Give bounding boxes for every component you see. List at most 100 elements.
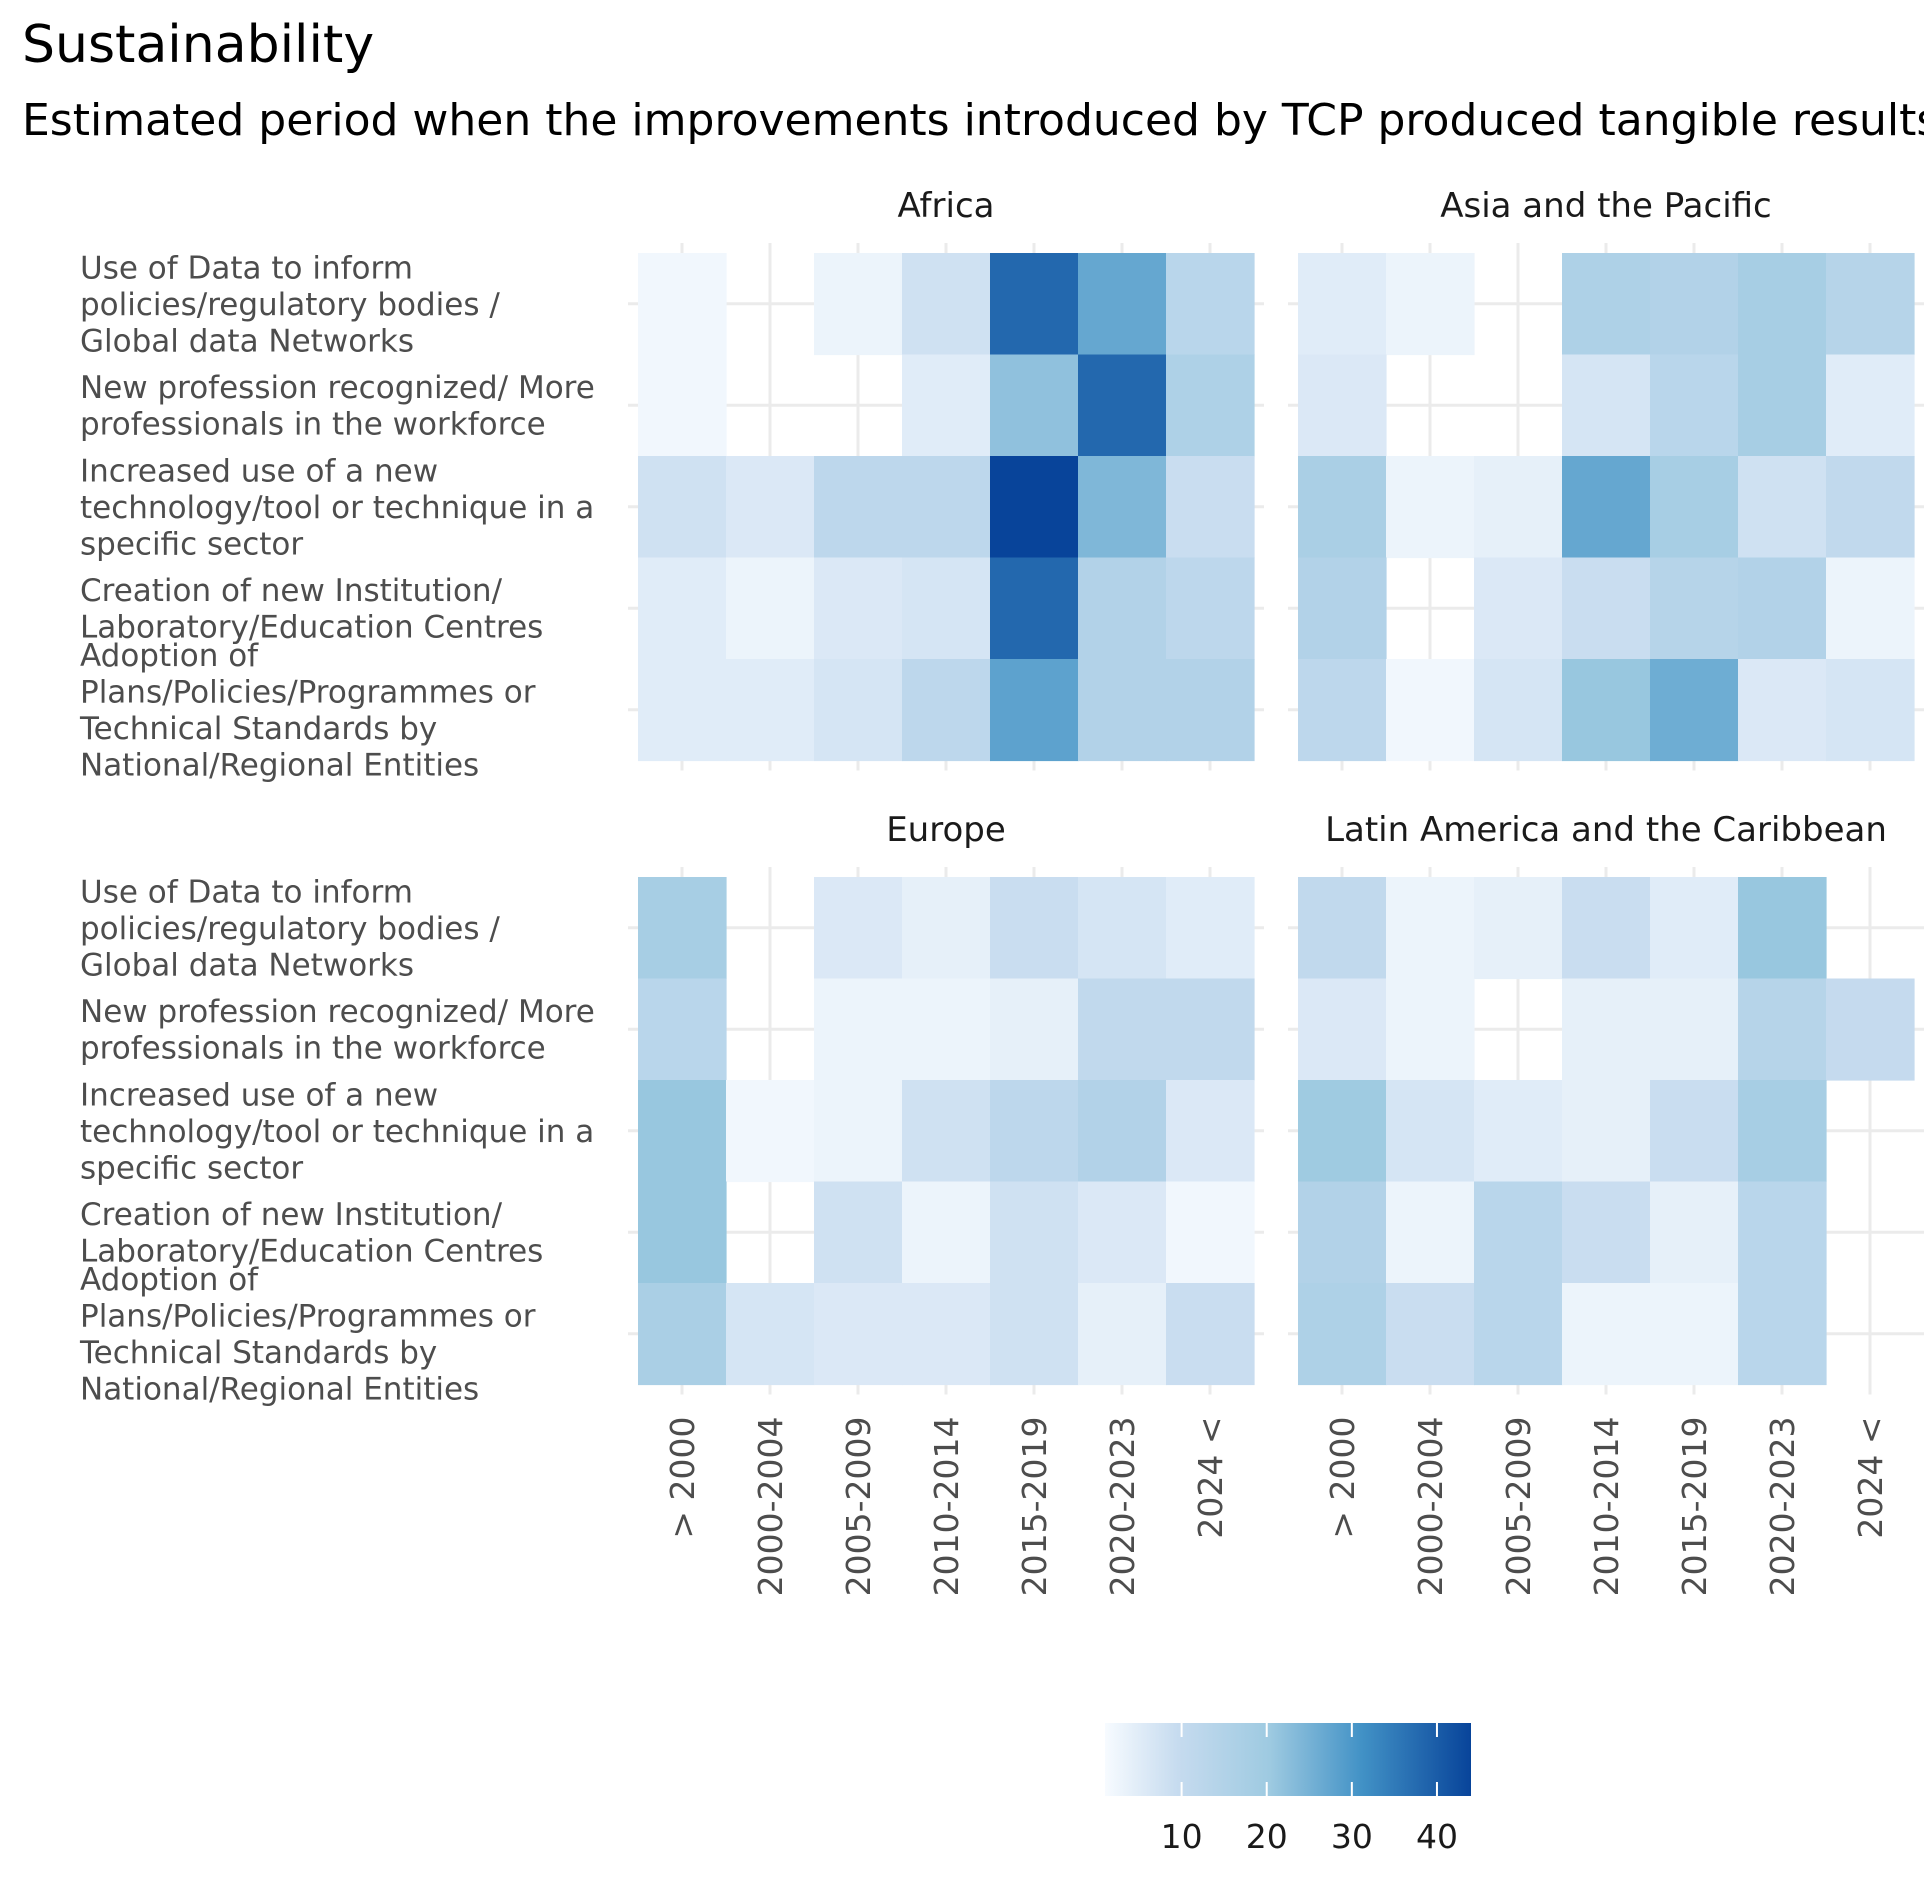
heatmap-cell: Africa | Creation of new Institution/ La… xyxy=(726,557,815,660)
heatmap-cell: Europe | Creation of new Institution/ La… xyxy=(814,1181,903,1284)
x-axis-label: 2005-2009 xyxy=(1499,1417,1538,1597)
x-axis-label: 2000-2004 xyxy=(751,1417,790,1597)
x-axis-label: 2005-2009 xyxy=(839,1417,878,1597)
heatmap-cell: Africa | Adoption of Plans/Policies/Prog… xyxy=(638,659,727,762)
heatmap-cell: Latin America and the Caribbean | Adopti… xyxy=(1298,1283,1387,1386)
heatmap-cell: Latin America and the Caribbean | Use of… xyxy=(1474,877,1563,980)
heatmap-cell: Africa | Increased use of a new technolo… xyxy=(814,456,903,559)
heatmap-cell: Latin America and the Caribbean | Creati… xyxy=(1386,1181,1475,1284)
heatmap-cell: Latin America and the Caribbean | New pr… xyxy=(1298,978,1387,1081)
heatmap-cell: Europe | Increased use of a new technolo… xyxy=(638,1080,727,1183)
heatmap-cell: Asia and the Pacific | Creation of new I… xyxy=(1826,557,1915,660)
y-axis-label: Use of Data to inform policies/regulatory… xyxy=(80,250,500,359)
x-axis-label: > 2000 xyxy=(1323,1417,1362,1539)
facet-title: Africa xyxy=(898,186,995,226)
heatmap-cell: Asia and the Pacific | Increased use of … xyxy=(1386,456,1475,559)
heatmap-cell: Europe | Increased use of a new technolo… xyxy=(814,1080,903,1183)
heatmap-cell: Asia and the Pacific | Adoption of Plans… xyxy=(1562,659,1651,762)
heatmap-cell: Asia and the Pacific | Increased use of … xyxy=(1826,456,1915,559)
facet-title: Latin America and the Caribbean xyxy=(1325,810,1887,850)
heatmap-cell: Africa | New profession recognized/ More… xyxy=(1078,354,1167,457)
heatmap-cell: Africa | Adoption of Plans/Policies/Prog… xyxy=(1166,659,1255,762)
x-axis-label: 2010-2014 xyxy=(927,1417,966,1597)
heatmap-cell: Asia and the Pacific | New profession re… xyxy=(1738,354,1827,457)
color-legend: 10 20 30 40 xyxy=(1105,1723,1471,1856)
heatmap-cell: Asia and the Pacific | Creation of new I… xyxy=(1650,557,1739,660)
chart-subtitle: Estimated period when the improvements i… xyxy=(22,95,1924,146)
heatmap-cell: Asia and the Pacific | Adoption of Plans… xyxy=(1298,659,1387,762)
heatmap-cell: Latin America and the Caribbean | New pr… xyxy=(1826,978,1915,1081)
heatmap-cell: Africa | Creation of new Institution/ La… xyxy=(990,557,1079,660)
heatmap-cell: Asia and the Pacific | New profession re… xyxy=(1562,354,1651,457)
heatmap-cell: Latin America and the Caribbean | Adopti… xyxy=(1562,1283,1651,1386)
x-axis-label: 2024 < xyxy=(1191,1417,1230,1539)
heatmap-cell: Europe | Increased use of a new technolo… xyxy=(990,1080,1079,1183)
heatmap-cell: Europe | Adoption of Plans/Policies/Prog… xyxy=(902,1283,991,1386)
y-axis-label: Creation of new Institution/Laboratory/E… xyxy=(80,573,543,646)
heatmap-cell: Latin America and the Caribbean | Creati… xyxy=(1298,1181,1387,1284)
heatmap-cell: Europe | Adoption of Plans/Policies/Prog… xyxy=(638,1283,727,1386)
y-axis-label: Increased use of a new technology/tool or… xyxy=(80,1077,594,1186)
heatmap-cell: Africa | Use of Data to inform policies/… xyxy=(1078,253,1167,356)
heatmap-cell: Asia and the Pacific | Use of Data to in… xyxy=(1826,253,1915,356)
heatmap-cell: Africa | Increased use of a new technolo… xyxy=(638,456,727,559)
heatmap-cell: Asia and the Pacific | Increased use of … xyxy=(1650,456,1739,559)
facet-panel: Latin America and the Caribbean Latin Ame… xyxy=(1288,810,1924,1596)
heatmap-cell: Latin America and the Caribbean | Adopti… xyxy=(1738,1283,1827,1386)
heatmap-cell: Asia and the Pacific | Adoption of Plans… xyxy=(1386,659,1475,762)
heatmap-cell: Europe | Creation of new Institution/ La… xyxy=(990,1181,1079,1284)
heatmap-cell: Latin America and the Caribbean | Creati… xyxy=(1474,1181,1563,1284)
x-axis-label: 2024 < xyxy=(1851,1417,1890,1539)
heatmap-cell: Latin America and the Caribbean | Adopti… xyxy=(1650,1283,1739,1386)
heatmap-cell: Europe | Use of Data to inform policies/… xyxy=(990,877,1079,980)
heatmap-cell: Europe | Use of Data to inform policies/… xyxy=(902,877,991,980)
heatmap-cell: Africa | Creation of new Institution/ La… xyxy=(814,557,903,660)
heatmap-cell: Africa | New profession recognized/ More… xyxy=(638,354,727,457)
heatmap-cell: Asia and the Pacific | Creation of new I… xyxy=(1474,557,1563,660)
heatmap-cell: Latin America and the Caribbean | Creati… xyxy=(1650,1181,1739,1284)
x-axis-label: 2020-2023 xyxy=(1103,1417,1142,1597)
heatmap-cell: Asia and the Pacific | Creation of new I… xyxy=(1738,557,1827,660)
heatmap-cell: Africa | Increased use of a new technolo… xyxy=(902,456,991,559)
heatmap-cell: Europe | New profession recognized/ More… xyxy=(1078,978,1167,1081)
heatmap-cell: Latin America and the Caribbean | Increa… xyxy=(1474,1080,1563,1183)
heatmap-cell: Asia and the Pacific | Increased use of … xyxy=(1298,456,1387,559)
y-axis-label: Adoption of Plans/Policies/Programmes or T… xyxy=(79,638,536,784)
y-axis-label: New profession recognized/ More professio… xyxy=(80,370,595,443)
heatmap-cell: Asia and the Pacific | Use of Data to in… xyxy=(1562,253,1651,356)
heatmap-cell: Latin America and the Caribbean | Increa… xyxy=(1562,1080,1651,1183)
heatmap-cell: Latin America and the Caribbean | Adopti… xyxy=(1386,1283,1475,1386)
heatmap-cell: Latin America and the Caribbean | New pr… xyxy=(1650,978,1739,1081)
legend-colorbar xyxy=(1105,1723,1471,1796)
legend-tick-label: 30 xyxy=(1331,1817,1373,1856)
heatmap-cell: Europe | Use of Data to inform policies/… xyxy=(814,877,903,980)
heatmap-cell: Europe | Adoption of Plans/Policies/Prog… xyxy=(1166,1283,1255,1386)
heatmap-cell: Africa | New profession recognized/ More… xyxy=(1166,354,1255,457)
heatmap-cell: Africa | Use of Data to inform policies/… xyxy=(990,253,1079,356)
heatmap-cell: Europe | Adoption of Plans/Policies/Prog… xyxy=(814,1283,903,1386)
heatmap-cell: Latin America and the Caribbean | Use of… xyxy=(1298,877,1387,980)
y-axis-label: Increased use of a new technology/tool or… xyxy=(80,453,594,562)
heatmap-cell: Latin America and the Caribbean | Increa… xyxy=(1650,1080,1739,1183)
heatmap-cell: Latin America and the Caribbean | Use of… xyxy=(1738,877,1827,980)
facet-panel: Africa Africa | Use of Data to inform pol… xyxy=(79,186,1264,784)
heatmap-cell: Africa | Use of Data to inform policies/… xyxy=(814,253,903,356)
y-axis-label: Use of Data to inform policies/regulatory… xyxy=(80,874,500,983)
heatmap-cell: Asia and the Pacific | Increased use of … xyxy=(1474,456,1563,559)
legend-tick-label: 40 xyxy=(1416,1817,1458,1856)
chart-title: Sustainability xyxy=(22,15,374,75)
heatmap-cell: Europe | New profession recognized/ More… xyxy=(902,978,991,1081)
heatmap-cell: Africa | Adoption of Plans/Policies/Prog… xyxy=(902,659,991,762)
heatmap-cell: Latin America and the Caribbean | New pr… xyxy=(1738,978,1827,1081)
heatmap-cell: Europe | New profession recognized/ More… xyxy=(1166,978,1255,1081)
facet-title: Europe xyxy=(886,810,1006,850)
x-axis-label: > 2000 xyxy=(663,1417,702,1539)
heatmap-cell: Africa | New profession recognized/ More… xyxy=(902,354,991,457)
heatmap-cell: Africa | Creation of new Institution/ La… xyxy=(902,557,991,660)
heatmap-cell: Asia and the Pacific | Creation of new I… xyxy=(1562,557,1651,660)
heatmap-cell: Latin America and the Caribbean | Increa… xyxy=(1298,1080,1387,1183)
heatmap-cell: Africa | Adoption of Plans/Policies/Prog… xyxy=(814,659,903,762)
heatmap-cell: Asia and the Pacific | Creation of new I… xyxy=(1298,557,1387,660)
heatmap-cell: Africa | New profession recognized/ More… xyxy=(990,354,1079,457)
heatmap-cell: Africa | Use of Data to inform policies/… xyxy=(902,253,991,356)
